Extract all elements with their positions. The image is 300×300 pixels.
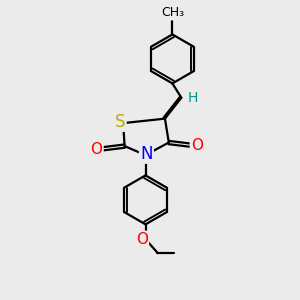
Text: S: S bbox=[115, 112, 125, 130]
Text: O: O bbox=[91, 142, 103, 157]
Text: O: O bbox=[191, 138, 203, 153]
Text: H: H bbox=[188, 91, 198, 105]
Text: O: O bbox=[136, 232, 148, 247]
Text: N: N bbox=[140, 145, 153, 163]
Text: CH₃: CH₃ bbox=[161, 6, 184, 20]
